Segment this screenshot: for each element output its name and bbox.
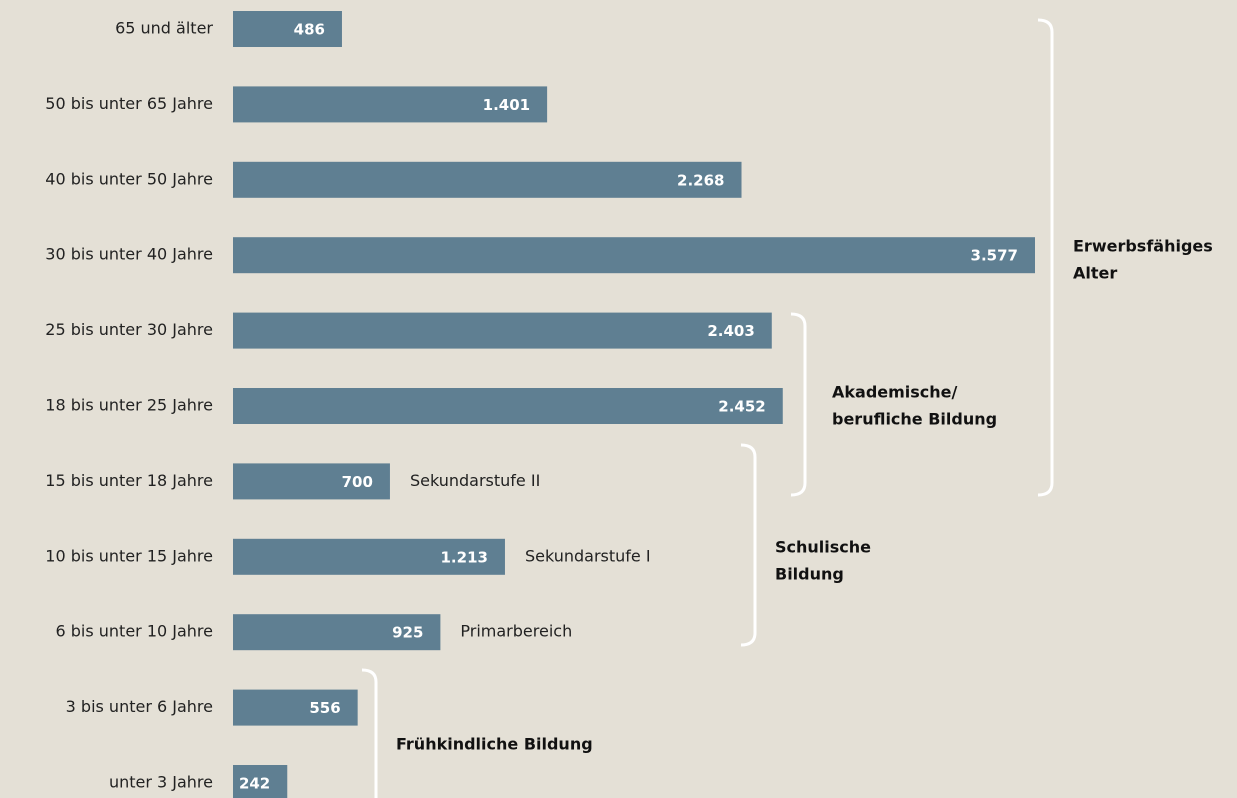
- bar: [233, 614, 441, 651]
- annotation: Primarbereich: [460, 622, 572, 641]
- group-label: Schulische: [775, 538, 871, 557]
- bar: [233, 312, 772, 349]
- value-label: 700: [342, 473, 373, 491]
- category-label: 65 und älter: [115, 19, 213, 38]
- bar: [233, 11, 342, 47]
- value-label: 1.213: [441, 548, 488, 566]
- category-label: unter 3 Jahre: [109, 773, 213, 792]
- bracket: [1037, 18, 1054, 497]
- bracket: [790, 312, 807, 497]
- value-label: 1.401: [483, 96, 530, 114]
- category-label: 6 bis unter 10 Jahre: [55, 622, 213, 641]
- bar: [233, 237, 1035, 274]
- bar: [233, 689, 358, 726]
- bracket: [740, 443, 757, 647]
- value-label: 3.577: [971, 247, 1018, 265]
- value-label: 925: [392, 624, 423, 642]
- category-label: 50 bis unter 65 Jahre: [45, 94, 213, 113]
- category-label: 40 bis unter 50 Jahre: [45, 169, 213, 188]
- bracket: [361, 668, 378, 798]
- bar: [233, 161, 742, 198]
- group-label: Bildung: [775, 565, 844, 584]
- group-label: Erwerbsfähiges: [1073, 237, 1213, 256]
- category-label: 3 bis unter 6 Jahre: [66, 697, 213, 716]
- value-label: 2.268: [677, 171, 724, 189]
- value-label: 556: [309, 699, 340, 717]
- value-label: 242: [239, 775, 270, 793]
- category-label: 10 bis unter 15 Jahre: [45, 546, 213, 565]
- category-label: 25 bis unter 30 Jahre: [45, 320, 213, 339]
- value-label: 486: [294, 21, 325, 39]
- bar: [233, 538, 505, 575]
- annotation: Sekundarstufe II: [410, 471, 540, 490]
- value-label: 2.403: [707, 322, 754, 340]
- category-label: 30 bis unter 40 Jahre: [45, 245, 213, 264]
- bar: [233, 388, 783, 424]
- bar: [233, 86, 548, 123]
- group-label: Akademische/: [832, 383, 958, 402]
- category-label: 18 bis unter 25 Jahre: [45, 396, 213, 415]
- bar: [233, 765, 288, 798]
- category-label: 15 bis unter 18 Jahre: [45, 471, 213, 490]
- group-label: berufliche Bildung: [832, 410, 997, 429]
- group-label: Frühkindliche Bildung: [396, 735, 593, 754]
- group-label: Alter: [1073, 264, 1117, 283]
- bar: [233, 463, 390, 500]
- annotation: Sekundarstufe I: [525, 546, 651, 565]
- value-label: 2.452: [718, 398, 765, 416]
